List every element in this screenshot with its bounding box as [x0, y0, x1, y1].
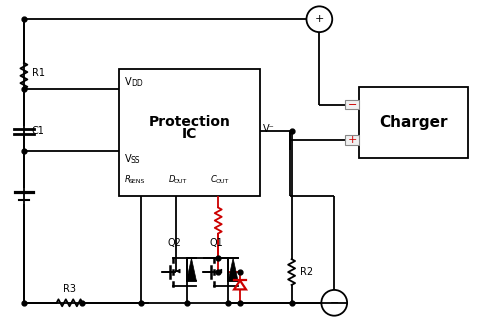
Text: C: C [210, 175, 216, 184]
Bar [345, 135, 359, 145]
Text: +: + [347, 135, 357, 145]
Text: V: V [125, 154, 132, 164]
Polygon shape [187, 258, 196, 281]
Text: R1: R1 [32, 68, 45, 78]
Text: Q2: Q2 [168, 238, 181, 248]
Text: OUT: OUT [215, 179, 229, 184]
Text: IC: IC [182, 127, 197, 141]
Text: R3: R3 [63, 284, 76, 294]
Text: −: − [330, 298, 339, 308]
Text: C1: C1 [32, 126, 45, 136]
Polygon shape [228, 258, 238, 281]
Text: −: − [347, 99, 357, 110]
Text: DD: DD [131, 79, 143, 88]
Text: R: R [125, 175, 131, 184]
Bar [119, 69, 260, 196]
Text: D: D [169, 175, 175, 184]
Bar [359, 87, 468, 158]
Text: SS: SS [131, 156, 141, 165]
Text: Protection: Protection [148, 115, 230, 129]
Text: R2: R2 [299, 267, 313, 277]
Text: V⁻: V⁻ [263, 124, 274, 134]
Text: Charger: Charger [379, 115, 448, 130]
Text: SENS: SENS [129, 179, 146, 184]
Text: Q1: Q1 [209, 238, 223, 248]
Text: OUT: OUT [173, 179, 187, 184]
Text: +: + [315, 14, 324, 24]
Text: V: V [125, 77, 132, 87]
Bar [345, 99, 359, 110]
